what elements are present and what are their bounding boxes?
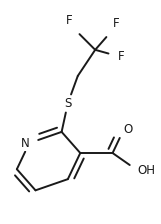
Text: F: F <box>118 50 124 62</box>
Text: N: N <box>21 137 29 150</box>
Text: F: F <box>66 14 73 28</box>
Text: S: S <box>64 97 71 110</box>
Text: O: O <box>124 123 133 136</box>
Text: F: F <box>113 17 119 30</box>
Text: OH: OH <box>137 164 156 177</box>
